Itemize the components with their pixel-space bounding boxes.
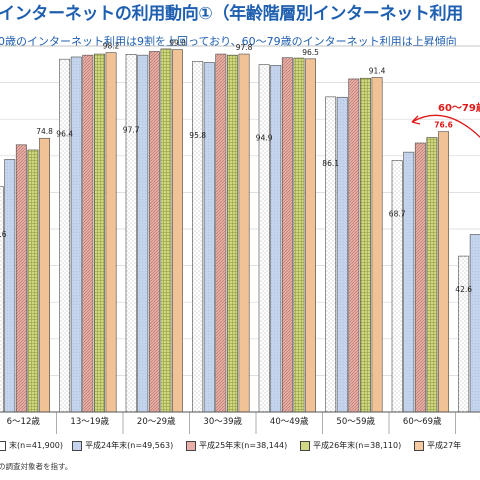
legend-item: 平成25年末(n=38,144) [186, 440, 287, 451]
data-label: 97.8 [236, 43, 253, 52]
data-label: 42.6 [455, 285, 472, 294]
bar [270, 65, 282, 413]
bar [469, 234, 480, 413]
legend-item: 末(n=41,900) [0, 440, 63, 451]
legend-label: 平成26年末(n=38,110) [313, 441, 402, 450]
bar [94, 53, 105, 413]
bar [359, 77, 371, 413]
legend-swatch [0, 440, 6, 451]
data-label: 94.9 [256, 134, 273, 143]
bar [438, 131, 449, 413]
x-tick-label: 13～19歳 [70, 416, 109, 427]
bar [59, 58, 71, 413]
annotation-arrow-head [411, 115, 421, 125]
data-label: 99.0 [169, 39, 186, 48]
bar [39, 137, 51, 413]
legend-swatch [186, 440, 196, 451]
bar [137, 54, 149, 413]
bar [458, 255, 470, 413]
legend-item: 平成24年末(n=49,563) [72, 440, 173, 451]
data-label: 86.1 [322, 159, 339, 168]
annotation-group: 60～79歳 [411, 101, 480, 139]
bar [238, 53, 250, 413]
bar [160, 48, 172, 413]
data-label: 98.2 [103, 42, 120, 51]
legend-swatch [72, 440, 82, 451]
legend-label: 平成24年末(n=49,563) [85, 441, 174, 450]
bar [27, 149, 39, 413]
data-labels: 61.6 74.896.4 98.2 97.7 99.0 95.8 97.8 94.9 96.5… [0, 39, 472, 294]
bar [281, 57, 293, 413]
annotation-arc [411, 114, 480, 139]
bar [371, 77, 383, 413]
bar [426, 137, 438, 413]
legend-swatch [300, 440, 310, 451]
bar [203, 62, 215, 413]
legend-swatch [414, 440, 424, 451]
legend-label: 平成27年 [427, 441, 462, 450]
data-label: 76.6 [434, 121, 453, 130]
x-tick-label: 6～12歳 [7, 416, 41, 427]
bar [391, 160, 403, 413]
bar [348, 78, 360, 413]
data-label: 97.7 [123, 126, 140, 135]
data-label: 96.4 [56, 129, 73, 138]
x-tick-label: 40～49歳 [270, 416, 309, 427]
legend-label: 平成25年末(n=38,144) [199, 441, 288, 450]
bar [215, 53, 227, 413]
x-tick-label: 30～39歳 [203, 416, 242, 427]
legend-label: 末(n=41,900) [9, 441, 64, 450]
bar [336, 96, 348, 413]
legend: 末(n=41,900) 平成24年末(n=49,563) 平成25年末(n=38… [0, 440, 480, 454]
bar [305, 58, 316, 413]
bar [192, 61, 204, 413]
page-title: インターネットの利用動向①（年齢階層別インターネット利用 [0, 4, 463, 24]
bar [403, 151, 415, 413]
bar [293, 57, 305, 413]
bar [325, 96, 337, 413]
x-tick-label: 50～59歳 [336, 416, 375, 427]
bar [227, 54, 238, 413]
x-axis: 6～12歳 13～19歳 20～29歳 30～39歳 40～49歳 50～59歳 60～69… [0, 411, 480, 434]
bar [125, 54, 137, 413]
bar [4, 159, 16, 413]
bar [15, 144, 27, 413]
bar [414, 142, 426, 413]
legend-item: 平成27年 [414, 440, 461, 451]
bar [258, 64, 270, 413]
bar [70, 56, 82, 413]
annotation-label: 60～79歳 [438, 101, 480, 114]
x-tick-label: 20～29歳 [137, 416, 176, 427]
bar [82, 54, 94, 413]
bar [148, 51, 160, 413]
bar [105, 52, 117, 413]
data-label: 96.5 [302, 48, 319, 57]
data-label: 91.4 [369, 66, 386, 75]
page-subtitle: 0歳のインターネット利用は9割を上回っており、60～79歳のインターネット利用は… [0, 35, 457, 48]
data-label: 68.7 [389, 209, 406, 218]
bar [0, 186, 4, 413]
data-label: 95.8 [189, 131, 206, 140]
data-label: 61.6 [0, 230, 7, 239]
x-tick-label: 60～69歳 [403, 416, 442, 427]
bars [0, 48, 480, 413]
data-label: 74.8 [36, 127, 53, 136]
footnote: の調査対象者を指す。 [0, 462, 73, 471]
bar [172, 49, 183, 413]
legend-item: 平成26年末(n=38,110) [300, 440, 401, 451]
